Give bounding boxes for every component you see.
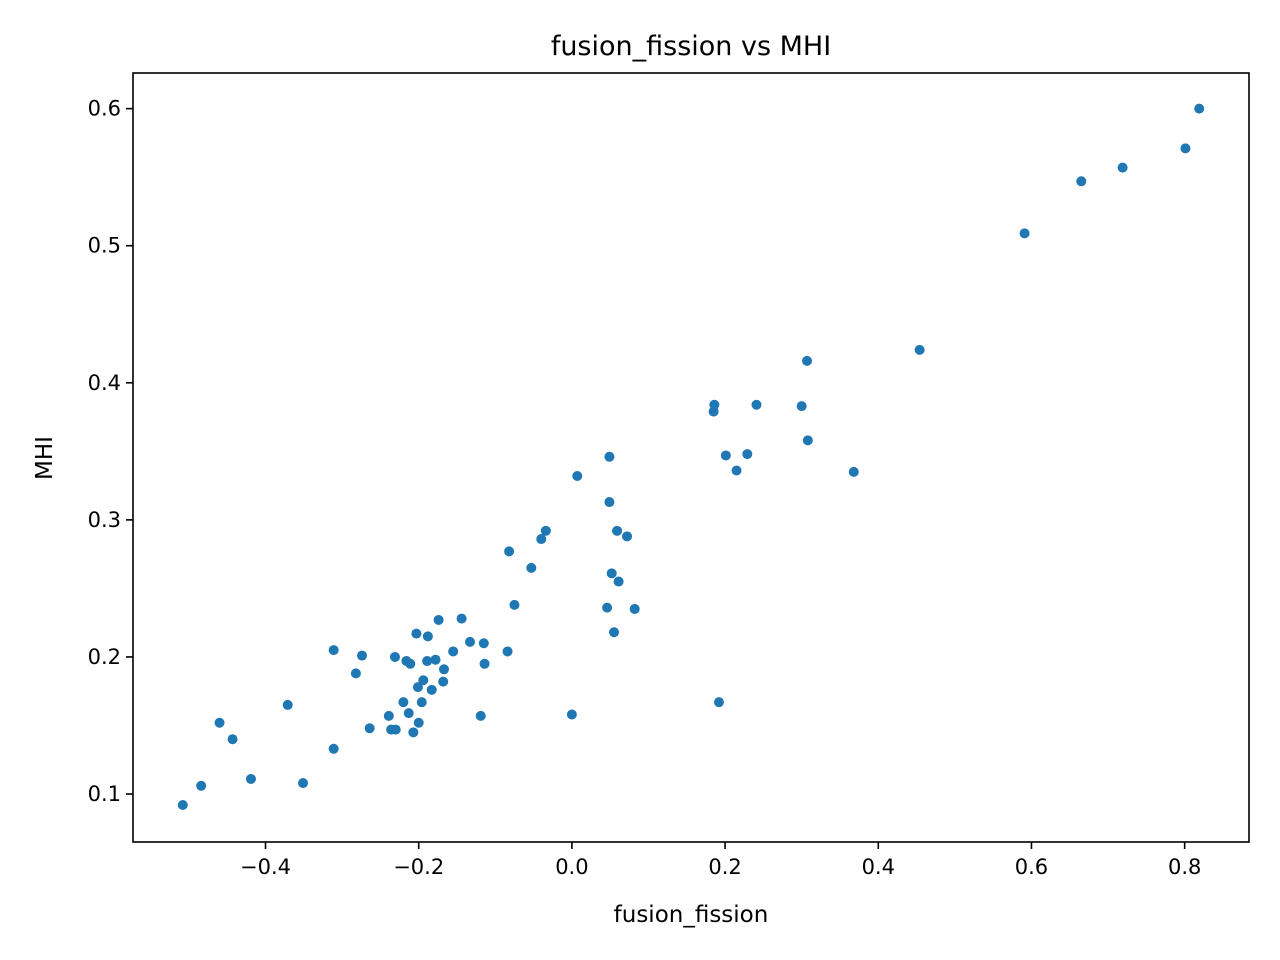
data-point-52: [612, 525, 623, 536]
y-tick-label: 0.1: [88, 782, 121, 806]
x-axis-label: fusion_fission: [614, 902, 769, 928]
data-point-39: [502, 646, 513, 657]
x-tick-label: 0.8: [1168, 855, 1201, 879]
data-point-66: [848, 466, 859, 477]
data-point-46: [572, 471, 583, 482]
data-point-8: [328, 743, 339, 754]
data-point-55: [629, 603, 640, 614]
data-point-50: [606, 568, 617, 579]
y-tick-label: 0.4: [88, 371, 121, 395]
x-tick-label: 0.6: [1015, 855, 1048, 879]
data-point-24: [416, 697, 427, 708]
data-point-45: [566, 709, 577, 720]
data-point-15: [390, 724, 401, 735]
data-point-70: [1117, 162, 1128, 173]
data-point-51: [609, 627, 620, 638]
data-point-14: [389, 651, 400, 662]
data-points: [177, 103, 1205, 810]
data-point-22: [412, 682, 423, 693]
data-point-38: [479, 658, 490, 669]
y-axis-label: MHI: [32, 436, 58, 480]
data-point-40: [504, 546, 515, 557]
data-point-28: [426, 684, 437, 695]
x-tick-label: 0.2: [708, 855, 741, 879]
data-point-2: [214, 717, 225, 728]
y-tick-label: 0.5: [88, 234, 121, 258]
data-point-47: [602, 602, 613, 613]
data-point-33: [448, 646, 459, 657]
data-point-4: [245, 773, 256, 784]
data-point-21: [411, 628, 422, 639]
data-point-63: [796, 401, 807, 412]
data-point-72: [1194, 103, 1205, 114]
data-point-19: [405, 658, 416, 669]
data-point-36: [475, 710, 486, 721]
data-point-69: [1076, 176, 1087, 187]
data-point-29: [430, 654, 441, 665]
data-point-42: [526, 562, 537, 573]
data-point-1: [196, 780, 207, 791]
data-point-25: [418, 675, 429, 686]
data-point-57: [709, 399, 720, 410]
x-tick-label: −0.4: [240, 855, 291, 879]
y-tick-label: 0.2: [88, 645, 121, 669]
data-point-0: [177, 799, 188, 810]
data-point-54: [622, 531, 633, 542]
plot-frame: [132, 72, 1250, 843]
data-point-43: [536, 534, 547, 545]
data-point-27: [422, 631, 433, 642]
data-point-12: [383, 710, 394, 721]
data-point-9: [350, 668, 361, 679]
data-point-59: [720, 450, 731, 461]
data-point-34: [456, 613, 467, 624]
data-point-20: [408, 727, 419, 738]
data-point-6: [298, 778, 309, 789]
data-point-64: [802, 355, 813, 366]
data-point-31: [438, 676, 449, 687]
data-point-61: [742, 449, 753, 460]
data-point-5: [282, 699, 293, 710]
data-point-58: [713, 697, 724, 708]
data-point-48: [604, 451, 615, 462]
data-point-18: [403, 708, 414, 719]
data-point-44: [540, 525, 551, 536]
data-point-60: [731, 465, 742, 476]
data-point-16: [398, 697, 409, 708]
data-point-3: [227, 734, 238, 745]
data-point-67: [914, 344, 925, 355]
data-point-30: [433, 614, 444, 625]
data-point-11: [364, 723, 375, 734]
data-point-32: [438, 664, 449, 675]
chart-title: fusion_fission vs MHI: [551, 31, 831, 62]
data-point-53: [613, 576, 624, 587]
y-tick-label: 0.6: [88, 97, 121, 121]
data-point-35: [465, 636, 476, 647]
data-point-65: [802, 435, 813, 446]
data-point-26: [422, 656, 433, 667]
data-point-41: [509, 599, 520, 610]
data-point-7: [328, 645, 339, 656]
data-point-62: [751, 399, 762, 410]
data-point-23: [413, 717, 424, 728]
data-point-37: [478, 638, 489, 649]
y-axis-ticks: 0.1 0.2 0.3 0.4 0.5 0.6: [88, 97, 133, 806]
data-point-71: [1180, 143, 1191, 154]
x-tick-label: −0.2: [393, 855, 444, 879]
data-point-49: [604, 497, 615, 508]
x-tick-label: 0.0: [555, 855, 588, 879]
x-tick-label: 0.4: [862, 855, 895, 879]
y-tick-label: 0.3: [88, 508, 121, 532]
data-point-10: [357, 650, 368, 661]
x-axis-ticks: −0.4 −0.2 0.0 0.2 0.4 0.6 0.8: [240, 842, 1201, 879]
data-point-68: [1019, 228, 1030, 239]
